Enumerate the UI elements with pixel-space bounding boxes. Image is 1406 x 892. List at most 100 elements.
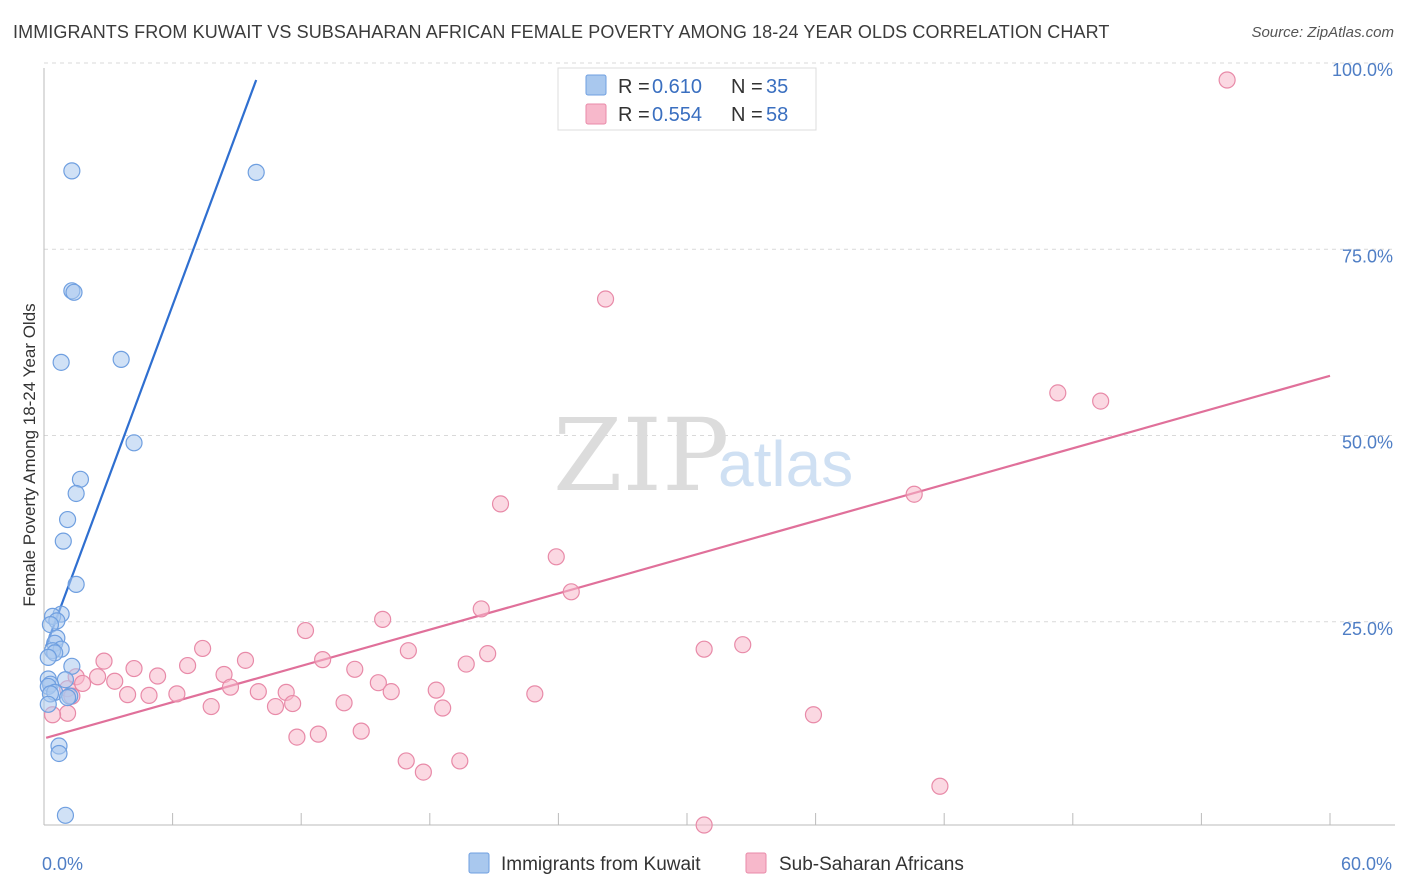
point-kuwait [58, 510, 77, 529]
series-legend-label-subsaharan: Sub-Saharan Africans [779, 854, 964, 875]
source-label: Source: ZipAtlas.com [1251, 24, 1394, 41]
point-subsaharan [95, 652, 113, 670]
point-subsaharan [284, 694, 302, 713]
point-subsaharan [399, 642, 417, 660]
legend-swatch-pink [585, 103, 607, 125]
point-subsaharan [236, 651, 255, 669]
legend-swatch-blue [585, 74, 607, 96]
point-kuwait [67, 575, 85, 593]
point-subsaharan [168, 685, 186, 703]
point-subsaharan [202, 697, 220, 716]
trend-lines [45, 79, 1331, 739]
point-subsaharan [382, 683, 400, 701]
point-subsaharan [451, 752, 469, 770]
point-kuwait [65, 283, 83, 301]
point-subsaharan [249, 683, 267, 701]
series-legend-label-kuwait: Immigrants from Kuwait [501, 854, 701, 875]
grid-lines [44, 62, 1395, 623]
point-kuwait [67, 484, 85, 503]
y-tick-label: 50.0% [1342, 433, 1393, 453]
point-subsaharan [547, 548, 565, 566]
y-tick-label: 25.0% [1342, 619, 1393, 639]
point-subsaharan [266, 697, 285, 716]
point-subsaharan [526, 685, 544, 703]
point-subsaharan [221, 678, 240, 696]
point-subsaharan [140, 686, 158, 704]
legend-r-value-blue: 0.610 [652, 76, 702, 98]
watermark: ZIP atlas [553, 397, 853, 514]
x-tick-label: 0.0% [42, 854, 83, 874]
point-subsaharan [296, 621, 315, 640]
point-subsaharan [369, 674, 387, 692]
y-tick-labels: 25.0% 50.0% 75.0% 100.0% [1332, 60, 1393, 639]
point-subsaharan [472, 600, 490, 618]
point-subsaharan [905, 485, 923, 503]
point-kuwait [58, 689, 77, 707]
legend-n-label-pink: N = [731, 104, 763, 126]
point-kuwait [56, 671, 75, 689]
legend-r-value-pink: 0.554 [652, 104, 702, 126]
point-subsaharan [931, 777, 949, 795]
point-subsaharan [288, 728, 306, 746]
legend-n-label-blue: N = [731, 76, 763, 98]
point-subsaharan [314, 651, 332, 669]
y-tick-label: 75.0% [1342, 246, 1393, 266]
point-kuwait [50, 744, 68, 763]
point-kuwait [39, 695, 57, 713]
series-legend-swatch-kuwait [468, 852, 490, 874]
correlation-legend: R = 0.610 N = 35 R = 0.554 N = 58 [557, 67, 817, 131]
point-subsaharan [1218, 71, 1236, 89]
legend-n-value-pink: 58 [766, 104, 788, 126]
point-kuwait [63, 162, 81, 180]
point-kuwait [125, 434, 143, 452]
point-subsaharan [118, 686, 137, 704]
point-kuwait [112, 350, 130, 368]
y-axis-label: Female Poverty Among 18-24 Year Olds [20, 303, 39, 606]
point-kuwait [39, 648, 57, 666]
point-subsaharan [309, 725, 327, 743]
point-kuwait [52, 353, 70, 371]
point-kuwait [247, 163, 265, 181]
trendline-kuwait [45, 79, 258, 647]
point-subsaharan [427, 681, 445, 699]
point-subsaharan [106, 672, 124, 690]
point-subsaharan [596, 290, 615, 308]
y-tick-label: 100.0% [1332, 60, 1393, 80]
point-subsaharan [1049, 384, 1067, 402]
chart-title: IMMIGRANTS FROM KUWAIT VS SUBSAHARAN AFR… [13, 22, 1110, 42]
point-kuwait [54, 532, 72, 550]
point-subsaharan [88, 668, 107, 686]
point-subsaharan [374, 610, 392, 628]
point-subsaharan [457, 655, 475, 673]
point-subsaharan [194, 639, 212, 658]
point-subsaharan [352, 722, 370, 740]
point-subsaharan [335, 694, 353, 712]
series-legend: Immigrants from Kuwait Sub-Saharan Afric… [468, 852, 964, 875]
watermark-atlas: atlas [718, 428, 853, 500]
x-tick-label: 60.0% [1341, 854, 1392, 874]
watermark-zip: ZIP [553, 397, 729, 514]
point-subsaharan [479, 645, 497, 663]
point-subsaharan [346, 660, 364, 678]
point-subsaharan [73, 674, 92, 693]
point-subsaharan [414, 763, 432, 781]
trendline-subsaharan [45, 374, 1331, 739]
point-subsaharan [562, 583, 580, 601]
point-subsaharan [148, 667, 167, 685]
point-kuwait [56, 806, 75, 824]
legend-r-label-pink: R = [618, 104, 650, 126]
point-subsaharan [434, 699, 452, 717]
point-subsaharan [179, 656, 197, 675]
point-subsaharan [804, 706, 823, 724]
legend-r-label-blue: R = [618, 76, 650, 98]
point-subsaharan [695, 816, 713, 834]
point-subsaharan [125, 659, 143, 678]
legend-n-value-blue: 35 [766, 76, 788, 98]
x-tick-labels: 0.0% 60.0% [42, 854, 1392, 874]
point-kuwait [71, 470, 90, 488]
point-subsaharan [397, 752, 415, 770]
point-subsaharan [734, 636, 752, 654]
point-subsaharan [491, 495, 510, 513]
point-subsaharan [58, 704, 77, 722]
